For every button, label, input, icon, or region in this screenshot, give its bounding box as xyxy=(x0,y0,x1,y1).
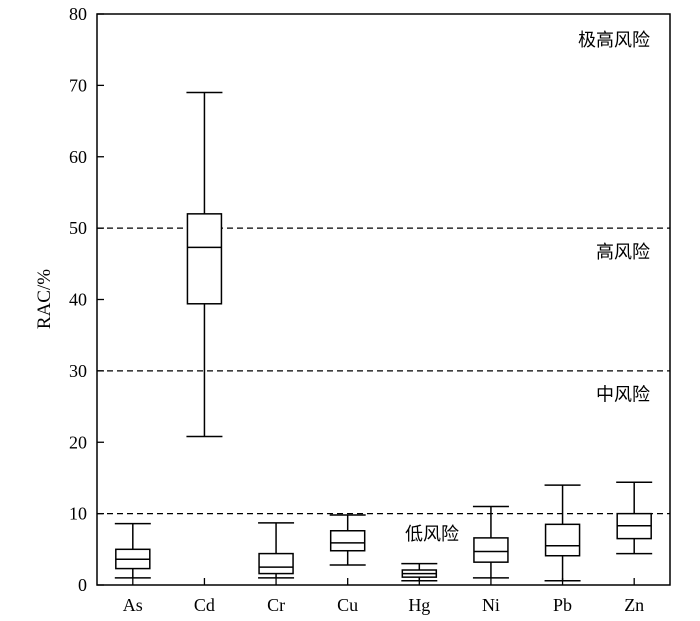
x-tick-label-Zn: Zn xyxy=(624,595,644,615)
x-tick-label-Cr: Cr xyxy=(267,595,285,615)
box-Cd xyxy=(186,91,223,438)
box-As xyxy=(114,522,151,579)
y-tick-label-30: 30 xyxy=(69,361,87,381)
iqr-box-Pb xyxy=(544,523,581,557)
y-tick-label-70: 70 xyxy=(69,75,87,95)
y-tick-label-0: 0 xyxy=(78,575,87,595)
x-axis: As Cd Cr Cu Hg Ni Pb Zn xyxy=(123,578,644,615)
box-Hg xyxy=(401,562,438,582)
box-Cr xyxy=(258,522,295,579)
zone-label-1: 高风险 xyxy=(596,242,650,263)
x-tick-label-Ni: Ni xyxy=(482,595,500,615)
y-tick-label-40: 40 xyxy=(69,290,87,310)
y-tick-label-60: 60 xyxy=(69,147,87,167)
x-tick-label-Cu: Cu xyxy=(337,595,358,615)
risk-threshold-lines xyxy=(97,227,670,515)
box-series xyxy=(114,91,653,582)
y-axis-title: RAC/% xyxy=(34,269,55,329)
box-Ni xyxy=(472,505,509,579)
box-Cu xyxy=(329,514,366,566)
iqr-box-Ni xyxy=(473,537,509,563)
x-tick-label-Cd: Cd xyxy=(194,595,215,615)
y-tick-label-10: 10 xyxy=(69,504,87,524)
box-Zn xyxy=(616,481,653,555)
plot-frame xyxy=(96,13,671,586)
box-Pb xyxy=(544,484,581,582)
y-tick-label-20: 20 xyxy=(69,432,87,452)
iqr-box-Cu xyxy=(329,530,366,552)
y-tick-label-80: 80 xyxy=(69,4,87,24)
y-axis: 0 10 20 30 40 50 60 70 80 xyxy=(69,4,104,595)
y-tick-label-50: 50 xyxy=(69,218,87,238)
zone-label-0: 极高风险 xyxy=(578,30,650,51)
x-tick-label-Pb: Pb xyxy=(553,595,572,615)
x-tick-label-As: As xyxy=(123,595,143,615)
iqr-box-Cd xyxy=(186,213,223,305)
zone-label-2: 中风险 xyxy=(596,385,650,406)
iqr-box-Cr xyxy=(258,552,294,575)
zone-label-3: 低风险 xyxy=(405,524,459,545)
x-tick-label-Hg: Hg xyxy=(408,595,430,615)
